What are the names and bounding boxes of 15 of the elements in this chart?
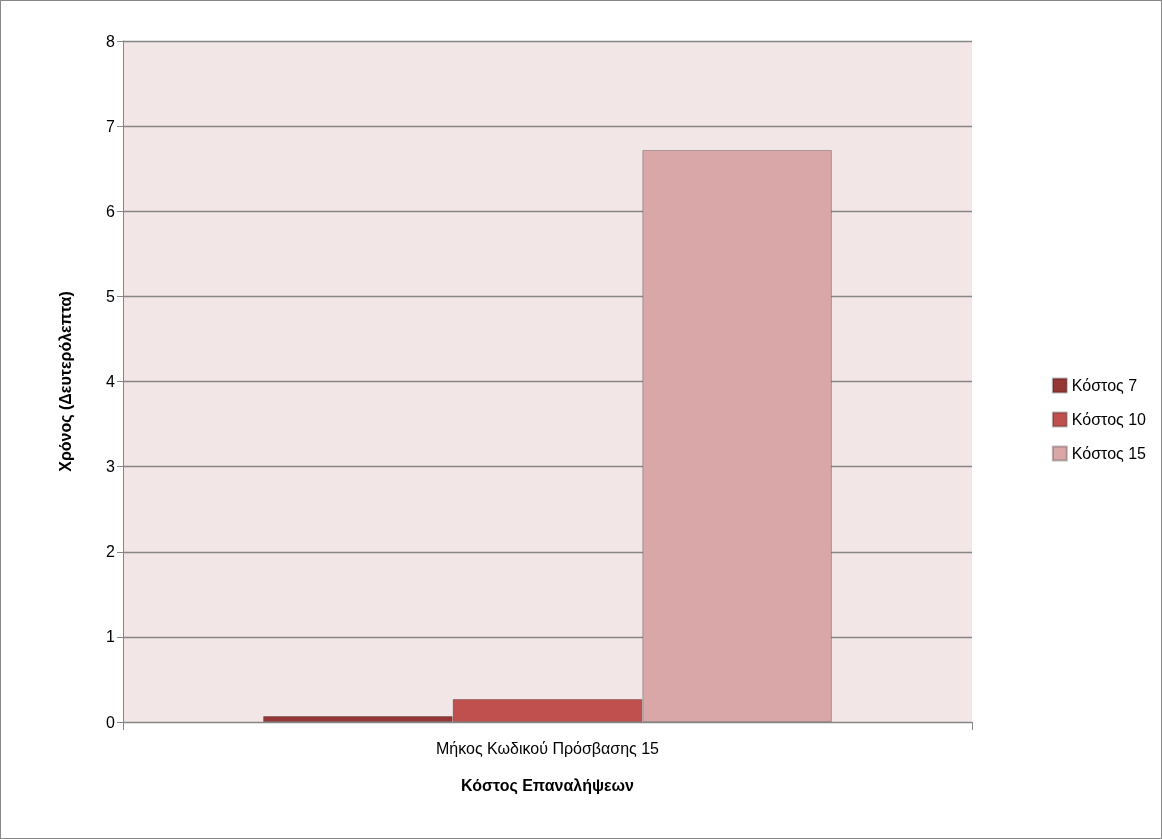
y-tick-label: 8: [106, 32, 116, 50]
legend-label: Κόστος 10: [1071, 411, 1147, 428]
y-tick-label: 1: [106, 628, 116, 646]
y-tick-label: 6: [106, 202, 116, 220]
legend-label: Κόστος 7: [1071, 377, 1138, 394]
x-tick-label: Μήκος Κωδικού Πρόσβασης 15: [435, 739, 660, 757]
y-axis-title: Χρόνος (Δευτερόλεπτα): [56, 291, 75, 472]
y-tick-label: 7: [106, 117, 116, 135]
legend-label: Κόστος 15: [1071, 445, 1147, 462]
x-axis-title: Κόστος Επαναλήψεων: [461, 776, 635, 795]
y-tick-label: 3: [106, 458, 116, 476]
y-tick-label: 4: [106, 373, 116, 390]
y-tick-label: 5: [106, 287, 116, 305]
y-tick-label: 2: [106, 543, 116, 561]
y-tick-label: 0: [106, 713, 116, 731]
